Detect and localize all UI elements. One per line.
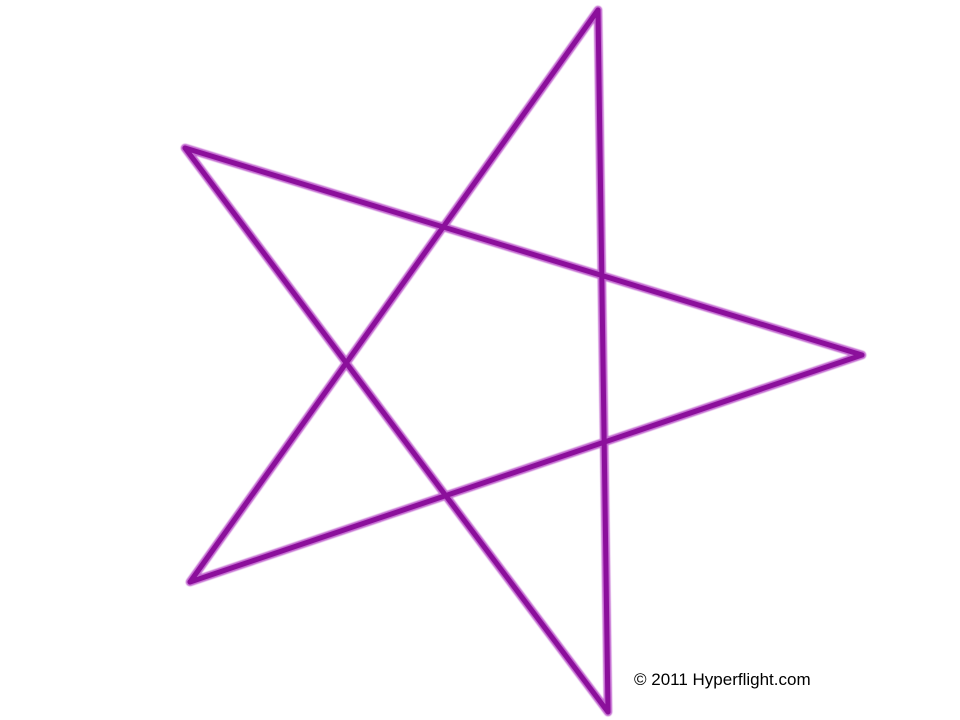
star-outline bbox=[182, 7, 865, 715]
star-line-path bbox=[182, 7, 865, 715]
copyright-text: © 2011 Hyperflight.com bbox=[634, 670, 811, 689]
